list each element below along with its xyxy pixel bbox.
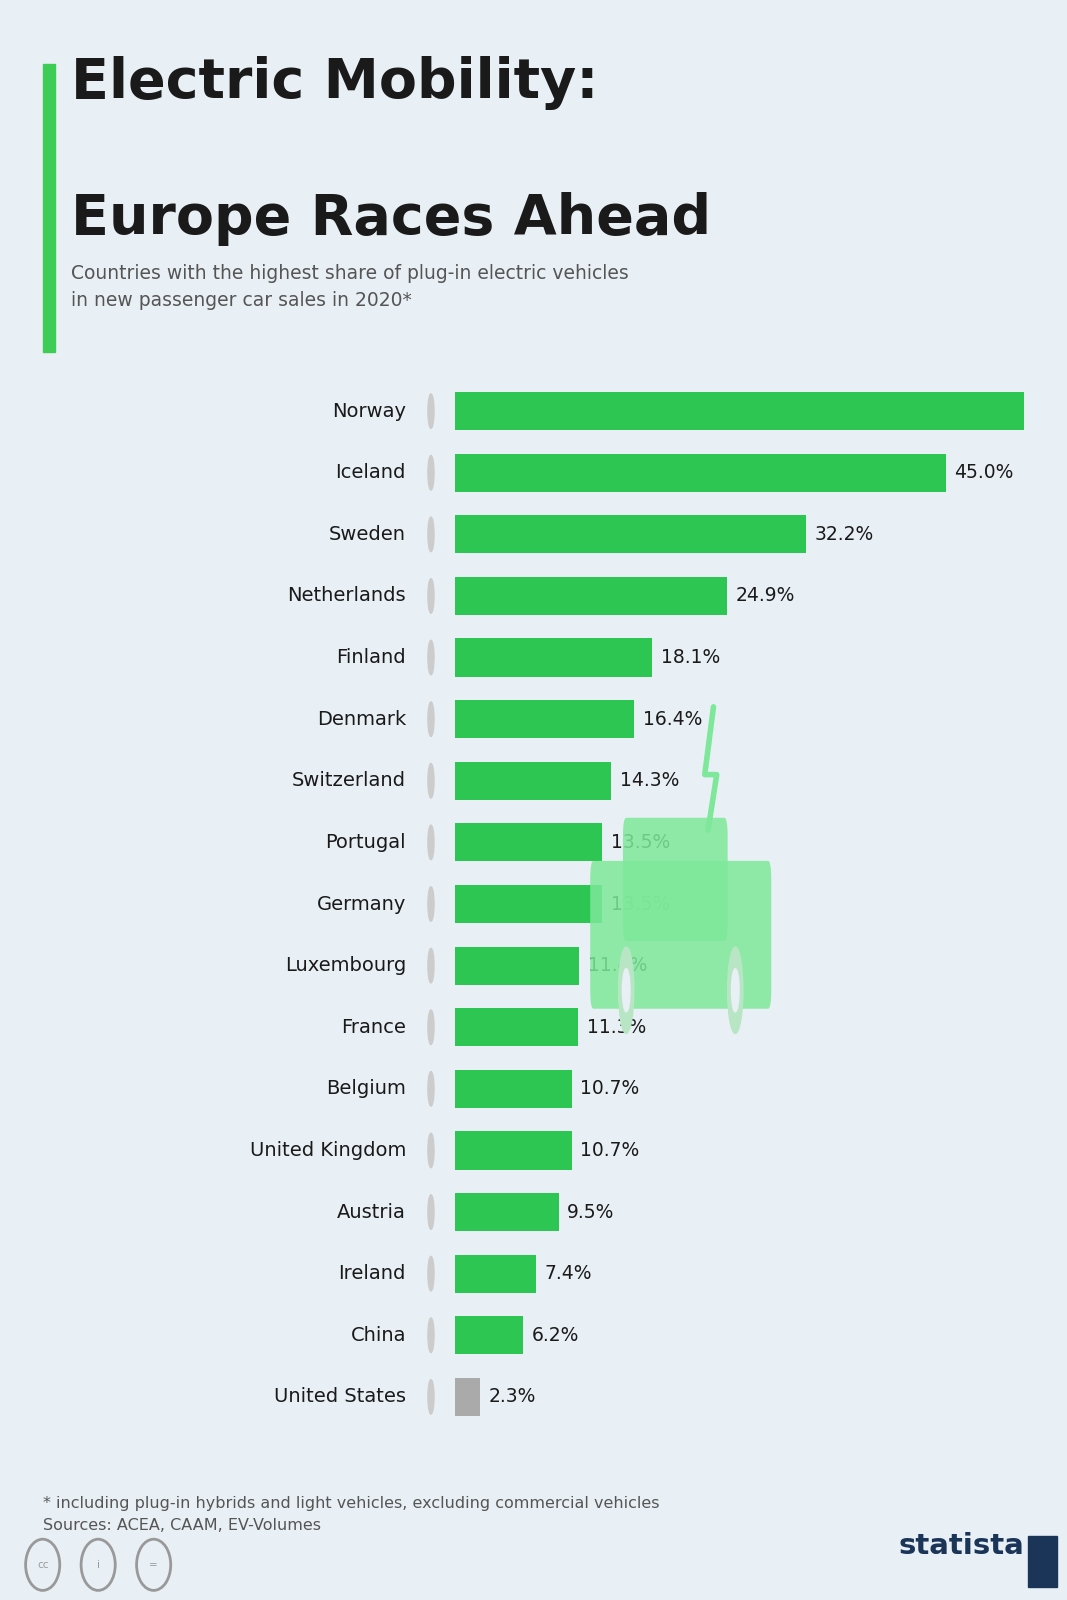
Text: 6.2%: 6.2% [531,1326,578,1344]
Text: Iceland: Iceland [335,464,405,482]
Circle shape [428,394,434,429]
Text: 18.1%: 18.1% [662,648,720,667]
Text: 2.3%: 2.3% [489,1387,536,1406]
Bar [455,1008,578,1046]
Bar [455,947,579,984]
Bar [455,824,602,861]
Text: 16.4%: 16.4% [642,710,702,728]
Text: statista: statista [898,1533,1024,1560]
Text: Denmark: Denmark [317,710,405,728]
Circle shape [728,947,743,1034]
Circle shape [622,968,630,1011]
Circle shape [428,886,434,922]
Bar [455,701,634,738]
Bar [455,638,652,677]
Bar [455,1194,559,1230]
Circle shape [732,968,739,1011]
Circle shape [428,1195,434,1229]
Bar [455,1131,572,1170]
Circle shape [428,517,434,552]
Circle shape [428,640,434,675]
Circle shape [619,947,634,1034]
Text: 9.5%: 9.5% [568,1203,615,1221]
Text: 13.5%: 13.5% [611,894,670,914]
Circle shape [428,763,434,798]
Text: United Kingdom: United Kingdom [250,1141,405,1160]
Text: Portugal: Portugal [325,834,405,851]
Text: 10.7%: 10.7% [580,1080,639,1098]
Bar [455,392,1067,430]
Bar [455,885,602,923]
Bar [455,578,727,614]
Text: France: France [341,1018,405,1037]
Text: Electric Mobility:: Electric Mobility: [71,56,599,110]
Circle shape [428,826,434,859]
Text: 11.3%: 11.3% [587,1018,647,1037]
Bar [455,1317,523,1354]
Bar [455,762,611,800]
Circle shape [428,1072,434,1106]
Text: i: i [97,1560,99,1570]
Text: United States: United States [274,1387,405,1406]
Text: 11.4%: 11.4% [588,957,648,974]
Text: Europe Races Ahead: Europe Races Ahead [71,192,712,246]
Text: Norway: Norway [332,402,405,421]
Text: Luxembourg: Luxembourg [285,957,405,974]
Circle shape [428,1256,434,1291]
Text: Countries with the highest share of plug-in electric vehicles
in new passenger c: Countries with the highest share of plug… [71,264,630,309]
Text: 14.3%: 14.3% [620,771,679,790]
Bar [455,1378,480,1416]
Circle shape [428,1318,434,1352]
Text: 32.2%: 32.2% [815,525,874,544]
Circle shape [428,1010,434,1045]
Text: Switzerland: Switzerland [292,771,405,790]
Bar [455,1254,536,1293]
Text: 7.4%: 7.4% [544,1264,592,1283]
Bar [455,454,945,491]
Text: China: China [350,1326,405,1344]
Text: 13.5%: 13.5% [611,834,670,851]
Circle shape [428,949,434,982]
Text: 10.7%: 10.7% [580,1141,639,1160]
Text: cc: cc [37,1560,48,1570]
FancyBboxPatch shape [590,861,771,1008]
Bar [455,515,807,554]
Circle shape [428,1379,434,1414]
Circle shape [428,702,434,736]
FancyBboxPatch shape [623,818,728,941]
Text: * including plug-in hybrids and light vehicles, excluding commercial vehicles
So: * including plug-in hybrids and light ve… [43,1496,659,1533]
Bar [455,1070,572,1107]
Text: Netherlands: Netherlands [287,587,405,605]
Text: =: = [149,1560,158,1570]
Text: Finland: Finland [336,648,405,667]
Text: Germany: Germany [317,894,405,914]
Text: Sweden: Sweden [329,525,405,544]
Text: Belgium: Belgium [327,1080,405,1098]
Text: 24.9%: 24.9% [735,587,795,605]
Text: Ireland: Ireland [338,1264,405,1283]
Circle shape [428,1133,434,1168]
Text: Austria: Austria [337,1203,405,1221]
Circle shape [428,579,434,613]
Circle shape [428,456,434,490]
Text: 45.0%: 45.0% [955,464,1014,482]
